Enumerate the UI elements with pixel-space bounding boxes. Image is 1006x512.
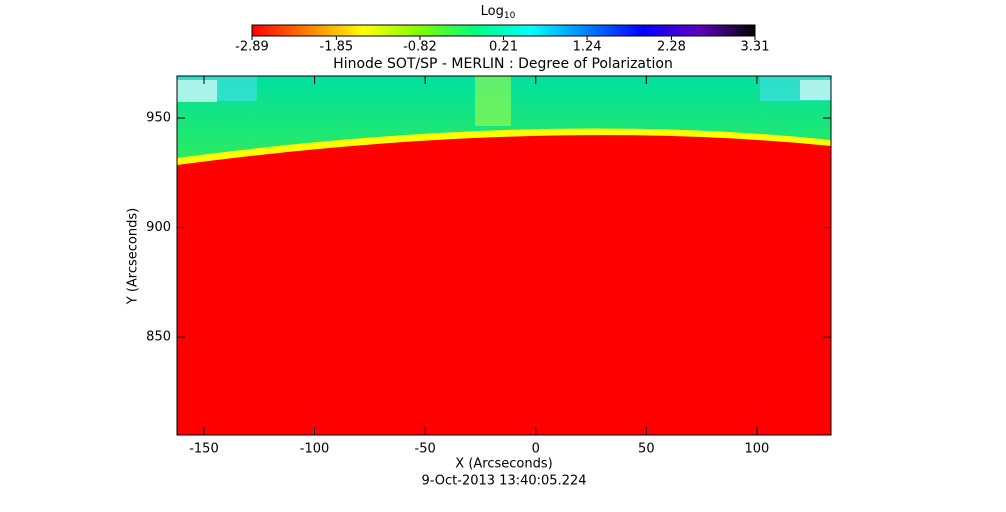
plot-frame [176,75,832,436]
x-tick-label: 0 [532,442,540,457]
x-tick-label: -150 [189,442,219,457]
y-tick-label: 950 [146,111,171,126]
solar-image [177,76,831,435]
colorbar [251,24,756,37]
colorbar-label-text: Log [481,4,504,19]
colorbar-tick-label: 3.31 [741,40,770,55]
colorbar-label: Log10 [481,4,516,21]
x-tick-label: 50 [638,442,655,457]
y-axis-label: Y (Arcseconds) [126,208,141,305]
colorbar-tick-label: -0.82 [403,40,437,55]
colorbar-label-subscript: 10 [504,11,516,21]
colorbar-tick-label: 0.21 [489,40,518,55]
colorbar-tick-label: 1.24 [573,40,602,55]
x-tick-label: -100 [300,442,330,457]
x-tick-label: -50 [415,442,436,457]
x-tick-label: 100 [744,442,769,457]
y-tick-label: 850 [146,330,171,345]
colorbar-tick-label: -2.89 [235,40,269,55]
colorbar-tick-label: 2.28 [657,40,686,55]
chart-title: Hinode SOT/SP - MERLIN : Degree of Polar… [333,56,673,72]
x-axis-label: X (Arcseconds) [455,457,552,472]
colorbar-tick-label: -1.85 [320,40,354,55]
footer-date: 9-Oct-2013 13:40:05.224 [421,474,586,489]
y-tick-label: 900 [146,220,171,235]
